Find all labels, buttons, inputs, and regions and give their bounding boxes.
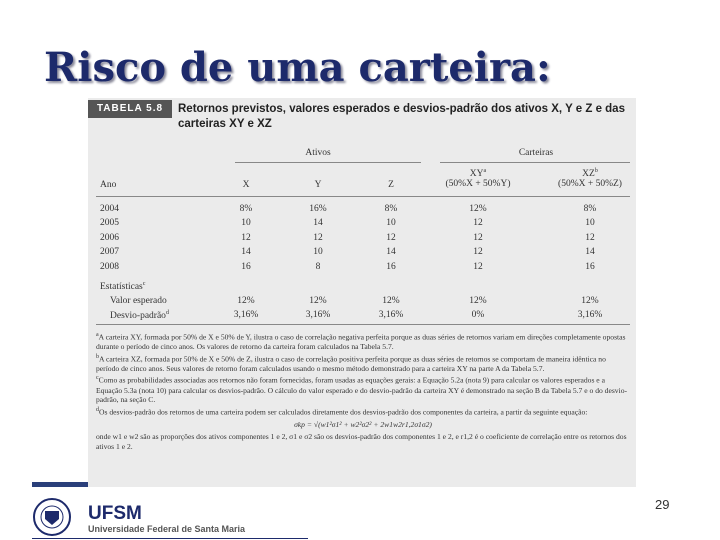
formula-note: onde w1 e w2 são as proporções dos ativo… [96,432,627,452]
stat-label: Desvio-padrãod [110,310,169,321]
cell: 3,16% [378,310,404,320]
group-header: Ativos [305,148,331,158]
row-label: 2005 [100,218,119,228]
cell: 16% [309,204,327,214]
column-sub: (50%X + 50%Y) [445,179,511,190]
table-title: Retornos previstos, valores esperados e … [178,103,625,130]
cell: 14 [313,218,323,228]
note-mark: d [96,406,99,413]
cell: 8% [239,204,253,214]
logo-text: UFSM [88,503,142,524]
cell: 12 [313,233,323,243]
footnote: dOs desvios-padrão dos retornos de uma c… [96,406,630,417]
cell: 8% [384,204,398,214]
column-label: Z [388,180,394,190]
cell: 16 [241,262,251,272]
column-header: Y [268,180,368,190]
footnote-text: Os desvios-padrão dos retornos de uma ca… [99,407,588,417]
cell: 3,16% [305,310,331,320]
column-label: XY [469,169,484,180]
column-label: Y [314,180,322,190]
footnote: aA carteira XY, formada por 50% de X e 5… [96,331,630,352]
footnote-text: Como as probabilidades associadas aos re… [96,375,628,405]
cell: 12 [473,247,483,257]
footnote-text: A carteira XZ, formada por 50% de X e 50… [96,354,606,373]
cell: 12 [473,262,483,272]
cell: 12 [585,233,595,243]
cell: 12 [386,233,396,243]
stat-text: Valor esperado [110,296,167,306]
note-mark: d [165,310,169,316]
slide-title: Risco de uma carteira: [44,44,551,91]
cell: 3,16% [233,310,259,320]
note-mark: c [142,281,146,287]
cell: 14 [585,247,595,257]
cell: 12% [469,296,487,306]
cell: 12 [473,233,483,243]
column-header: Z [341,180,441,190]
column-header: XZb (50%X + 50%Z) [540,168,640,189]
cell: 10 [313,247,323,257]
column-label: Ano [100,180,117,190]
accent-bar [32,482,88,487]
cell: 12% [309,296,327,306]
cell: 8% [583,204,597,214]
column-header: X [196,180,296,190]
column-sub: (50%X + 50%Z) [558,179,622,190]
cell: 16 [386,262,396,272]
stat-label: Valor esperado [110,296,167,306]
logo [33,498,71,536]
footnote: cComo as probabilidades associadas aos r… [96,374,630,404]
row-label: 2004 [100,204,119,214]
rule [235,162,421,163]
cell: 16 [585,262,595,272]
row-label: 2007 [100,247,119,257]
institution: Universidade Federal de Santa Maria [88,524,246,534]
cell: 10 [585,218,595,228]
footnotes: aA carteira XY, formada por 50% de X e 5… [96,331,630,452]
stat-text: Desvio-padrão [110,311,166,322]
note-mark: b [594,168,598,174]
formula: σkp = √(w1²σ1² + w2²σ2² + 2w1w2r1,2σ1σ2) [294,419,432,429]
note-mark: a [96,332,99,338]
cell: 14 [241,247,251,257]
stats-label: Estatísticasc [100,281,145,292]
cell: 12 [241,233,251,243]
note-mark: a [483,168,487,174]
note-mark: c [96,375,99,382]
page-number: 29 [655,497,670,512]
column-header: Ano [100,180,116,190]
note-mark: b [96,353,99,360]
cell: 10 [386,218,396,228]
group-header: Carteiras [518,148,554,158]
cell: 12% [237,296,255,306]
stats-text: Estatísticas [100,282,143,293]
table-label: TABELA 5.8 [88,100,172,118]
column-label: X [242,180,250,190]
cell: 0% [471,310,485,320]
footer-line [32,538,308,539]
cell: 12 [473,218,483,228]
cell: 8 [315,262,321,272]
rule [440,162,630,163]
cell: 12% [382,296,400,306]
row-label: 2006 [100,233,119,243]
table-image: TABELA 5.8 Retornos previstos, valores e… [88,98,636,487]
footnote: bA carteira XZ, formada por 50% de X e 5… [96,353,630,374]
rule [96,196,630,197]
column-header: XYa (50%X + 50%Y) [428,168,528,189]
footnote-text: A carteira XY, formada por 50% de X e 50… [96,332,626,352]
cell: 12% [581,296,599,306]
rule [96,324,630,325]
cell: 10 [241,218,251,228]
cell: 12% [469,204,487,214]
cell: 14 [386,247,396,257]
column-label: XZ [582,169,595,180]
row-label: 2008 [100,262,119,272]
cell: 3,16% [577,310,603,320]
